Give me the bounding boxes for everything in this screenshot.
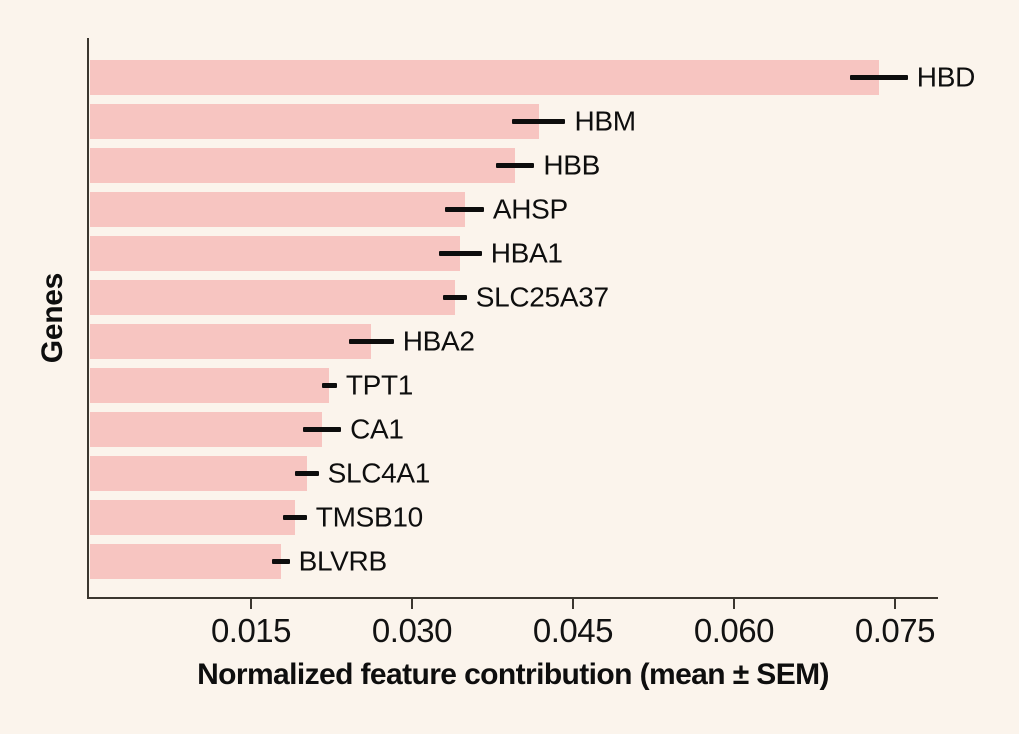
error-bar-slc25a37 (443, 295, 467, 300)
bar-label-ca1: CA1 (350, 412, 404, 444)
plot-area: HBD HBM HBB AHSP HBA1 SLC25A37 HBA2 TPT1 CA1 SLC4… (88, 38, 975, 649)
error-bar-ahsp (445, 207, 484, 212)
x-axis-tick (732, 599, 736, 609)
bar-tmsb10 (90, 500, 295, 535)
bar-label-slc25a37: SLC25A37 (475, 280, 609, 312)
bar-hbb (90, 148, 515, 183)
error-bar-hba2 (348, 339, 394, 344)
y-axis-title-container: Genes (36, 38, 70, 598)
x-axis-tick (893, 599, 897, 609)
bar-hba2 (90, 324, 372, 359)
y-axis-title: Genes (36, 272, 69, 364)
bar-label-tmsb10: TMSB10 (315, 500, 423, 532)
bar-blvrb (90, 544, 282, 579)
error-bar-hbb (495, 163, 535, 168)
bar-label-hbb: HBB (543, 148, 600, 180)
bar-ca1 (90, 412, 322, 447)
bar-tpt1 (90, 368, 330, 403)
bar-ahsp (90, 192, 465, 227)
bar-label-ahsp: AHSP (492, 192, 568, 224)
y-axis-spine (86, 38, 89, 599)
error-bar-hba1 (438, 251, 482, 256)
bar-label-tpt1: TPT1 (345, 368, 414, 400)
bar-hbm (90, 104, 539, 139)
bar-hba1 (90, 236, 461, 271)
x-axis-tick-label: 0.075 (854, 612, 936, 649)
bar-label-blvrb: BLVRB (298, 544, 388, 576)
error-bar-tmsb10 (283, 515, 307, 520)
bar-slc4a1 (90, 456, 307, 491)
x-axis-tick-label: 0.030 (371, 612, 453, 649)
x-axis-tick-label: 0.045 (532, 612, 614, 649)
error-bar-hbm (511, 119, 566, 124)
error-bar-hbd (849, 75, 908, 80)
error-bar-slc4a1 (294, 471, 319, 476)
x-axis-title: Normalized feature contribution (mean ± … (197, 658, 829, 691)
error-bar-blvrb (272, 559, 290, 564)
error-bar-ca1 (302, 427, 342, 432)
bar-label-hba1: HBA1 (490, 236, 563, 268)
x-axis-spine (86, 596, 938, 599)
bar-label-hba2: HBA2 (402, 324, 475, 356)
x-axis-tick (571, 599, 575, 609)
x-axis-tick (410, 599, 414, 609)
bar-slc25a37 (90, 280, 455, 315)
bar-label-hbm: HBM (574, 104, 636, 136)
error-bar-tpt1 (321, 383, 337, 388)
x-axis-tick-label: 0.060 (693, 612, 775, 649)
x-axis-tick (249, 599, 253, 609)
bar-label-hbd: HBD (916, 60, 976, 92)
bar-label-slc4a1: SLC4A1 (327, 456, 431, 488)
x-axis-tick-label: 0.015 (210, 612, 292, 649)
bar-hbd (90, 60, 879, 95)
